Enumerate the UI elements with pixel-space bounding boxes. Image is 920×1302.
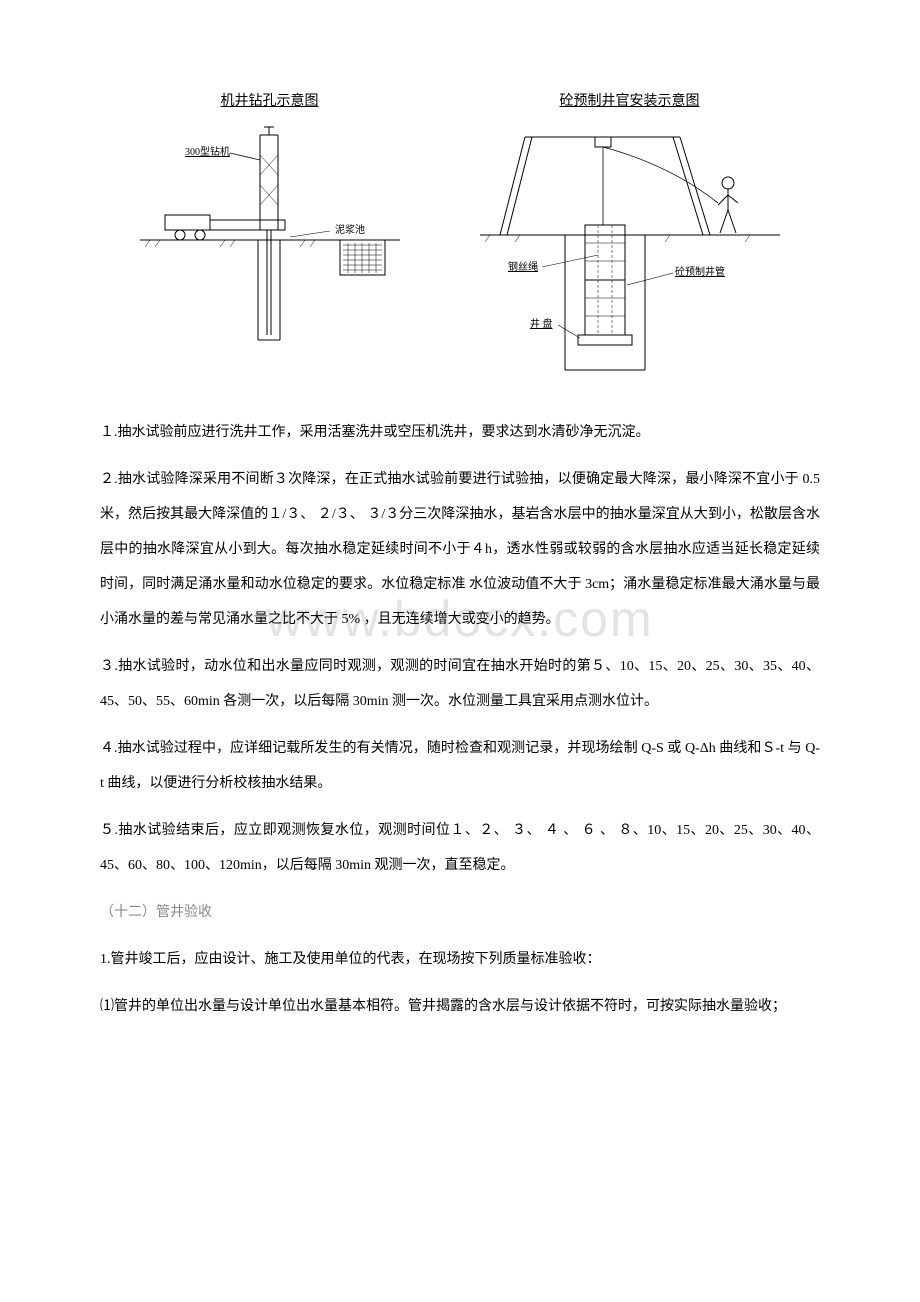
para-4: ４.抽水试验过程中，应详细记载所发生的有关情况，随时检查和观测记录，并现场绘制 … xyxy=(100,731,820,801)
rope-label: 钢丝绳 xyxy=(508,260,538,273)
para-2: ２.抽水试验降深采用不间断３次降深，在正式抽水试验前要进行试验抽，以便确定最大降… xyxy=(100,462,820,637)
diagram-titles-row: 机井钻孔示意图 砼预制井官安装示意图 xyxy=(100,90,820,110)
mud-pool-label: 泥浆池 xyxy=(335,223,365,236)
install-diagram: 钢丝绳 砼预制井管 井 盘 xyxy=(470,125,790,385)
para-1: １.抽水试验前应进行洗井工作，采用活塞洗井或空压机洗井，要求达到水清砂净无沉淀。 xyxy=(100,415,820,450)
diagrams-row: 300型钻机 xyxy=(100,125,820,375)
drill-diagram: 300型钻机 xyxy=(130,125,410,355)
left-diagram-title: 机井钻孔示意图 xyxy=(221,90,319,110)
right-diagram-title: 砼预制井官安装示意图 xyxy=(560,90,700,110)
para-5: ５.抽水试验结束后，应立即观测恢复水位，观测时间位１、２、 ３、 ４ 、 ６ 、… xyxy=(100,813,820,883)
body-text: １.抽水试验前应进行洗井工作，采用活塞洗井或空压机洗井，要求达到水清砂净无沉淀。… xyxy=(100,415,820,1024)
pan-label: 井 盘 xyxy=(530,317,553,330)
pipe-label: 砼预制井管 xyxy=(675,265,725,278)
para-7: ⑴管井的单位出水量与设计单位出水量基本相符。管井揭露的含水层与设计依据不符时，可… xyxy=(100,989,820,1024)
section-heading: （十二）管井验收 xyxy=(100,895,820,930)
para-6: 1.管井竣工后，应由设计、施工及使用单位的代表，在现场按下列质量标准验收： xyxy=(100,942,820,977)
para-3: ３.抽水试验时，动水位和出水量应同时观测，观测的时间宜在抽水开始时的第５、10、… xyxy=(100,649,820,719)
drill-label: 300型钻机 xyxy=(185,145,230,158)
